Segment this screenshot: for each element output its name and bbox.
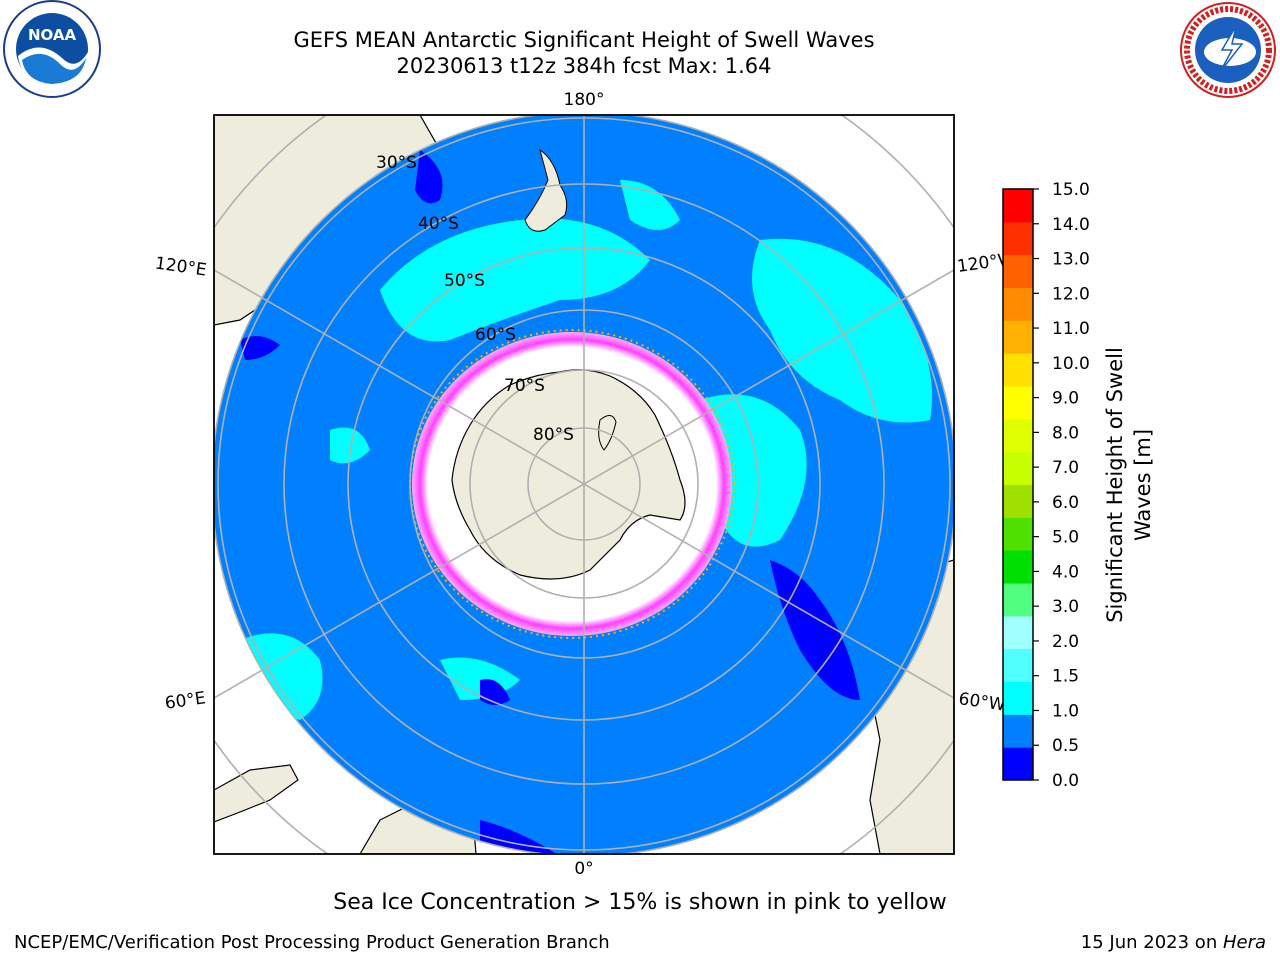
colorbar-tick-label: 13.0 xyxy=(1052,250,1090,270)
chart-subtitle: 20230613 t12z 384h fcst Max: 1.64 xyxy=(396,54,772,78)
colorbar-tick-label: 4.0 xyxy=(1052,562,1079,582)
date-text: 15 Jun 2023 on xyxy=(1080,932,1223,953)
machine-name: Hera xyxy=(1222,932,1266,953)
colorbar-tick-label: 14.0 xyxy=(1052,215,1090,235)
map-panel xyxy=(214,115,954,854)
colorbar-tick-label: 11.0 xyxy=(1052,319,1090,339)
colorbar-cell xyxy=(1003,320,1033,354)
colorbar-cell xyxy=(1003,550,1033,584)
colorbar-cell xyxy=(1003,583,1033,617)
colorbar-tick-label: 6.0 xyxy=(1052,493,1079,513)
lat-label-50s: 50°S xyxy=(444,271,485,291)
noaa-logo-text: NOAA xyxy=(28,26,77,44)
colorbar-tick-label: 10.0 xyxy=(1052,354,1090,374)
colorbar-cells xyxy=(1003,189,1033,781)
lon-label-60w: 60°W xyxy=(957,689,1006,715)
colorbar-cell xyxy=(1003,386,1033,420)
colorbar-cell xyxy=(1003,353,1033,387)
lon-label-180: 180° xyxy=(564,90,605,110)
nws-logo-lettering xyxy=(1184,6,1272,94)
lat-label-60s: 60°S xyxy=(475,325,516,345)
colorbar-cell xyxy=(1003,615,1033,650)
noaa-logo-wave xyxy=(22,53,86,84)
colorbar-cell xyxy=(1003,484,1033,518)
colorbar-tick-label: 15.0 xyxy=(1052,180,1090,200)
nws-logo xyxy=(1180,2,1276,98)
colorbar-tick-label: 5.0 xyxy=(1052,528,1079,548)
colorbar-frame xyxy=(1002,188,1034,781)
lat-label-40s: 40°S xyxy=(418,214,459,234)
outer-grid xyxy=(214,115,954,854)
lightning-icon xyxy=(1219,25,1244,73)
colorbar-cell xyxy=(1003,451,1033,485)
colorbar: 15.0 14.0 13.0 12.0 11.0 10.0 9.0 8.0 7.0 6.0 5.0 4… xyxy=(1002,180,1155,791)
date-stamp: 15 Jun 2023 on Hera xyxy=(1081,932,1266,953)
colorbar-tick-label: 7.0 xyxy=(1052,458,1079,478)
colorbar-cell xyxy=(1003,418,1033,453)
nws-logo-cloud xyxy=(1204,38,1256,66)
colorbar-cell xyxy=(1003,287,1033,321)
colorbar-cell xyxy=(1003,189,1033,223)
colorbar-cell xyxy=(1003,254,1033,288)
madagascar-land xyxy=(214,764,299,823)
colorbar-ticks: 15.0 14.0 13.0 12.0 11.0 10.0 9.0 8.0 7.0 6.0 5.0 4… xyxy=(1033,180,1090,791)
colorbar-cell xyxy=(1003,747,1033,781)
lon-label-120e: 120°E xyxy=(154,254,208,281)
colorbar-cell xyxy=(1003,517,1033,551)
map-frame xyxy=(213,114,955,855)
latitude-labels: 30°S 40°S 50°S 60°S 70°S 80°S xyxy=(376,153,574,445)
lat-label-70s: 70°S xyxy=(504,376,545,396)
colorbar-tick-label: 8.0 xyxy=(1052,423,1079,443)
colorbar-label-line2: Waves [m] xyxy=(1131,429,1155,541)
colorbar-cell xyxy=(1003,648,1033,682)
credit-line: NCEP/EMC/Verification Post Processing Pr… xyxy=(14,932,610,953)
colorbar-label-line1: Significant Height of Swell xyxy=(1103,347,1127,623)
colorbar-tick-label: 3.0 xyxy=(1052,597,1079,617)
ice-caption: Sea Ice Concentration > 15% is shown in … xyxy=(333,890,947,915)
colorbar-cell xyxy=(1003,681,1033,715)
colorbar-cell xyxy=(1003,714,1033,748)
colorbar-cell xyxy=(1003,221,1033,256)
noaa-logo: NOAA xyxy=(3,0,101,98)
ocean-disc xyxy=(214,115,954,854)
new-zealand-land xyxy=(524,148,568,232)
colorbar-tick-label: 12.0 xyxy=(1052,284,1090,304)
lon-label-0: 0° xyxy=(574,859,593,879)
chart-title: GEFS MEAN Antarctic Significant Height o… xyxy=(293,28,875,52)
colorbar-tick-label: 2.0 xyxy=(1052,632,1079,652)
colorbar-tick-label: 1.0 xyxy=(1052,701,1079,721)
colorbar-tick-label: 9.0 xyxy=(1052,389,1079,409)
lat-label-30s: 30°S xyxy=(376,153,417,173)
colorbar-tick-label: 1.5 xyxy=(1052,667,1079,687)
lat-label-80s: 80°S xyxy=(533,425,574,445)
colorbar-tick-label: 0.0 xyxy=(1052,771,1079,791)
sea-ice-edge xyxy=(409,329,735,639)
lon-label-60e: 60°E xyxy=(164,688,207,713)
colorbar-tick-label: 0.5 xyxy=(1052,736,1079,756)
